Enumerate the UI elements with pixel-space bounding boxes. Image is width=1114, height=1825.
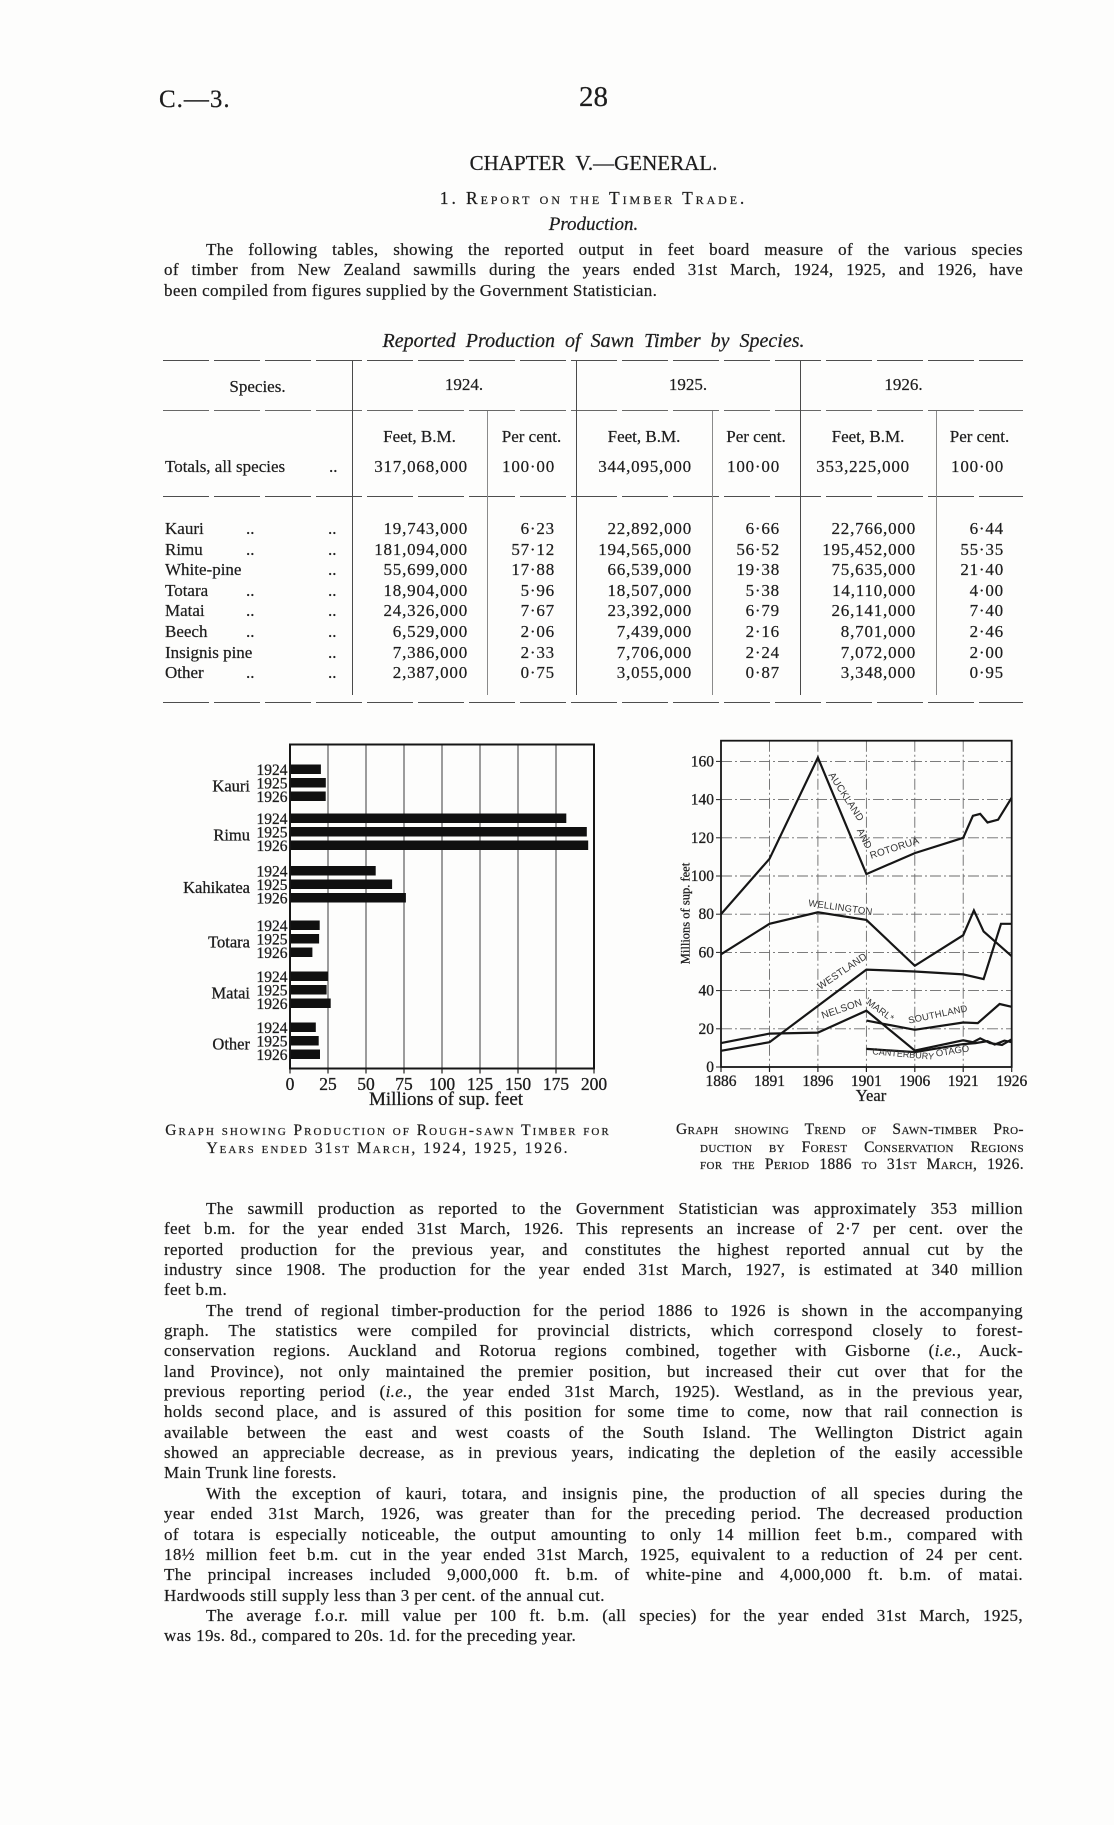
- svg-text:80: 80: [699, 906, 715, 923]
- svg-text:1886: 1886: [706, 1073, 737, 1090]
- svg-text:1896: 1896: [802, 1073, 833, 1090]
- svg-text:100: 100: [429, 1074, 456, 1094]
- svg-text:20: 20: [699, 1021, 715, 1038]
- svg-text:0: 0: [706, 1059, 714, 1076]
- svg-text:140: 140: [691, 792, 715, 809]
- svg-text:AND: AND: [854, 827, 874, 851]
- svg-text:1901: 1901: [851, 1073, 882, 1090]
- svg-text:ROTORUA: ROTORUA: [869, 835, 921, 861]
- svg-text:1925: 1925: [257, 1034, 288, 1051]
- svg-text:AUCKLAND: AUCKLAND: [826, 771, 866, 824]
- svg-text:175: 175: [543, 1074, 570, 1094]
- svg-text:Totara: Totara: [208, 932, 251, 951]
- svg-text:1926: 1926: [996, 1073, 1027, 1090]
- svg-text:Kauri: Kauri: [212, 776, 250, 795]
- svg-text:25: 25: [319, 1074, 337, 1094]
- svg-text:NELSON: NELSON: [820, 997, 864, 1021]
- svg-text:Millions of sup. feet: Millions of sup. feet: [369, 1089, 524, 1110]
- svg-text:Rimu: Rimu: [213, 825, 250, 844]
- svg-text:Matai: Matai: [212, 983, 251, 1002]
- svg-text:100: 100: [691, 868, 715, 885]
- svg-text:1926: 1926: [257, 789, 288, 806]
- svg-text:1891: 1891: [754, 1073, 785, 1090]
- svg-text:150: 150: [505, 1074, 532, 1094]
- svg-text:Year: Year: [856, 1086, 887, 1105]
- svg-text:Kahikatea: Kahikatea: [183, 878, 251, 897]
- svg-text:1925: 1925: [257, 776, 288, 793]
- svg-text:1924: 1924: [257, 969, 288, 986]
- svg-text:1926: 1926: [257, 838, 288, 855]
- svg-text:40: 40: [699, 983, 715, 1000]
- svg-text:1925: 1925: [257, 932, 288, 949]
- svg-text:1924: 1924: [257, 811, 288, 828]
- svg-text:Other: Other: [212, 1034, 250, 1053]
- svg-text:1925: 1925: [257, 825, 288, 842]
- svg-text:50: 50: [357, 1074, 375, 1094]
- svg-text:1924: 1924: [257, 864, 288, 881]
- svg-text:200: 200: [581, 1074, 608, 1094]
- svg-text:1926: 1926: [257, 996, 288, 1013]
- svg-text:1925: 1925: [257, 877, 288, 894]
- svg-text:OTAGO: OTAGO: [935, 1043, 970, 1059]
- svg-text:1924: 1924: [257, 1020, 288, 1037]
- svg-text:160: 160: [691, 753, 715, 770]
- svg-text:1926: 1926: [257, 945, 288, 962]
- svg-text:1925: 1925: [257, 983, 288, 1000]
- svg-text:1921: 1921: [948, 1073, 979, 1090]
- svg-text:0: 0: [286, 1074, 295, 1094]
- svg-text:Millions of sup. feet: Millions of sup. feet: [679, 862, 693, 964]
- svg-text:1926: 1926: [257, 1047, 288, 1064]
- svg-text:120: 120: [691, 830, 715, 847]
- svg-text:60: 60: [699, 944, 715, 961]
- svg-text:1924: 1924: [257, 762, 288, 779]
- svg-text:75: 75: [395, 1074, 413, 1094]
- svg-text:1906: 1906: [899, 1073, 930, 1090]
- svg-text:1924: 1924: [257, 918, 288, 935]
- svg-text:125: 125: [467, 1074, 494, 1094]
- svg-text:1926: 1926: [257, 891, 288, 908]
